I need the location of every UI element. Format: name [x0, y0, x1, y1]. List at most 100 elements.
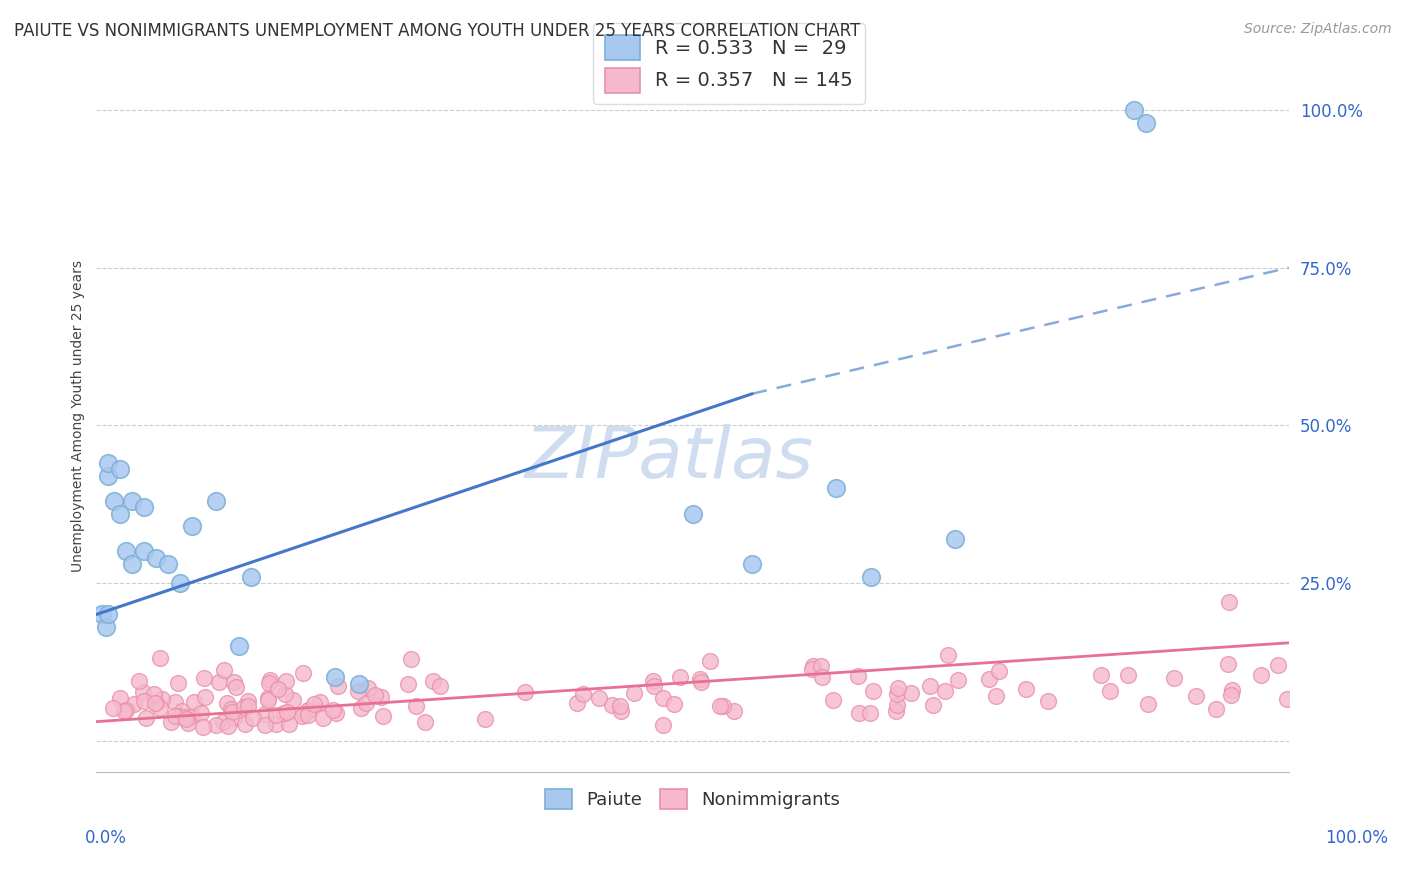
- Point: [810, 659, 832, 673]
- Point: [1205, 702, 1227, 716]
- Y-axis label: Unemployment Among Youth under 25 years: Unemployment Among Youth under 25 years: [72, 260, 86, 572]
- Point: [121, 557, 143, 571]
- Point: [238, 694, 260, 708]
- Point: [97, 607, 120, 622]
- Point: [356, 696, 378, 710]
- Point: [212, 714, 235, 729]
- Point: [682, 507, 704, 521]
- Point: [217, 719, 239, 733]
- Point: [121, 494, 143, 508]
- Point: [986, 690, 1008, 704]
- Point: [163, 709, 186, 723]
- Point: [350, 701, 373, 715]
- Point: [132, 500, 155, 515]
- Point: [222, 711, 245, 725]
- Point: [810, 670, 832, 684]
- Point: [1098, 684, 1121, 698]
- Point: [371, 708, 394, 723]
- Point: [156, 557, 179, 571]
- Point: [800, 662, 823, 676]
- Point: [565, 696, 588, 710]
- Point: [108, 462, 131, 476]
- Text: Source: ZipAtlas.com: Source: ZipAtlas.com: [1244, 22, 1392, 37]
- Point: [297, 707, 319, 722]
- Point: [233, 717, 256, 731]
- Point: [193, 671, 215, 685]
- Point: [322, 703, 344, 717]
- Point: [364, 689, 387, 703]
- Point: [643, 680, 665, 694]
- Point: [1163, 671, 1185, 685]
- Point: [190, 706, 212, 721]
- Point: [173, 710, 195, 724]
- Point: [308, 695, 330, 709]
- Point: [221, 705, 243, 719]
- Point: [689, 675, 711, 690]
- Point: [859, 706, 882, 720]
- Point: [1250, 668, 1272, 682]
- Point: [97, 456, 120, 470]
- Point: [347, 684, 370, 698]
- Point: [94, 620, 117, 634]
- Point: [232, 699, 254, 714]
- Text: PAIUTE VS NONIMMIGRANTS UNEMPLOYMENT AMONG YOUTH UNDER 25 YEARS CORRELATION CHAR: PAIUTE VS NONIMMIGRANTS UNEMPLOYMENT AMO…: [14, 22, 860, 40]
- Point: [399, 652, 422, 666]
- Point: [264, 708, 287, 723]
- Point: [174, 712, 197, 726]
- Point: [689, 672, 711, 686]
- Point: [169, 576, 191, 591]
- Point: [166, 675, 188, 690]
- Point: [163, 695, 186, 709]
- Point: [662, 697, 685, 711]
- Point: [259, 676, 281, 690]
- Point: [267, 682, 290, 697]
- Point: [238, 699, 260, 714]
- Point: [405, 699, 427, 714]
- Point: [112, 704, 135, 718]
- Text: 100.0%: 100.0%: [1326, 829, 1388, 847]
- Point: [259, 673, 281, 687]
- Point: [699, 654, 721, 668]
- Point: [191, 720, 214, 734]
- Point: [513, 685, 536, 699]
- Point: [846, 669, 869, 683]
- Point: [921, 698, 943, 712]
- Point: [1036, 694, 1059, 708]
- Point: [1135, 116, 1157, 130]
- Point: [429, 679, 451, 693]
- Point: [415, 714, 437, 729]
- Point: [886, 681, 908, 696]
- Point: [988, 664, 1011, 678]
- Point: [183, 695, 205, 709]
- Point: [149, 701, 172, 715]
- Point: [253, 707, 276, 722]
- Point: [1275, 692, 1298, 706]
- Point: [101, 700, 124, 714]
- Point: [214, 663, 236, 677]
- Point: [323, 671, 346, 685]
- Point: [180, 519, 202, 533]
- Point: [208, 674, 231, 689]
- Point: [292, 665, 315, 680]
- Point: [610, 704, 633, 718]
- Point: [257, 693, 280, 707]
- Point: [143, 687, 166, 701]
- Point: [297, 704, 319, 718]
- Point: [422, 674, 444, 689]
- Point: [103, 494, 125, 508]
- Point: [862, 684, 884, 698]
- Point: [114, 703, 136, 717]
- Point: [277, 717, 299, 731]
- Point: [132, 685, 155, 699]
- Point: [886, 687, 908, 701]
- Point: [108, 690, 131, 705]
- Point: [860, 569, 883, 583]
- Text: 0.0%: 0.0%: [84, 829, 127, 847]
- Point: [276, 705, 298, 719]
- Point: [215, 696, 238, 710]
- Point: [177, 716, 200, 731]
- Point: [1216, 657, 1239, 671]
- Point: [274, 687, 297, 701]
- Point: [723, 704, 745, 718]
- Point: [240, 569, 263, 583]
